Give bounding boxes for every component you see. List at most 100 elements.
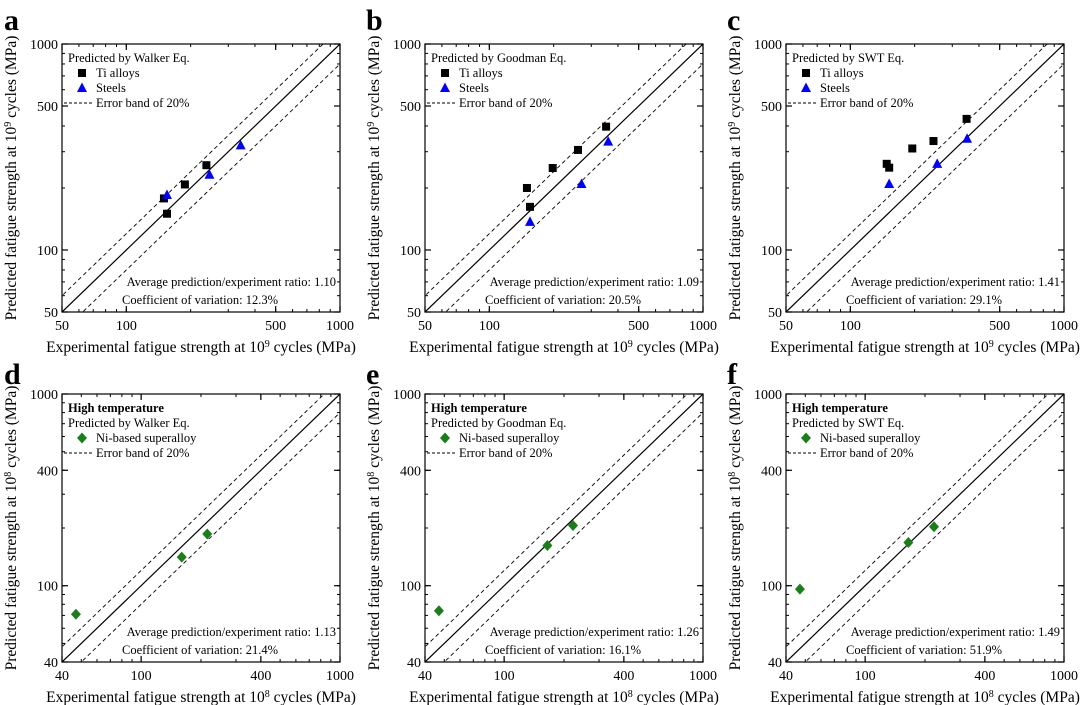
panel-f: f 40 100 400 1000 40 100 400 1000 Experimental fa… bbox=[727, 358, 1080, 705]
y-tick-label: 1000 bbox=[754, 388, 782, 403]
x-tick-label: 100 bbox=[494, 669, 515, 684]
identity-line bbox=[425, 394, 703, 662]
data-point bbox=[162, 209, 171, 218]
cv-annotation: Coefficient of variation: 21.4% bbox=[122, 643, 278, 657]
error-band-lower bbox=[804, 411, 1064, 662]
y-tick-label: 1000 bbox=[30, 38, 58, 53]
x-tick-label: 40 bbox=[55, 669, 69, 684]
x-tick-label: 100 bbox=[855, 669, 876, 684]
ratio-annotation: Average prediction/experiment ratio: 1.0… bbox=[490, 275, 699, 289]
y-tick-label: 500 bbox=[761, 100, 782, 115]
legend-subtitle: Predicted by Goodman Eq. bbox=[431, 416, 566, 430]
y-tick-label: 500 bbox=[37, 100, 58, 115]
legend-label: Error band of 20% bbox=[96, 96, 189, 110]
panel-b: b 50 100 500 1000 50 100 500 1000 Experimental fa… bbox=[366, 4, 719, 357]
y-tick-label: 400 bbox=[400, 464, 421, 479]
legend-label: Steels bbox=[459, 81, 489, 95]
legend: Predicted by Walker Eq.Ti alloysSteelsEr… bbox=[64, 51, 190, 110]
x-tick-label: 400 bbox=[250, 669, 271, 684]
plot-frame bbox=[424, 43, 704, 313]
legend-marker bbox=[802, 69, 810, 77]
x-axis-title: Experimental fatigue strength at 109 cyc… bbox=[46, 339, 356, 357]
x-axis-title: Experimental fatigue strength at 109 cyc… bbox=[770, 339, 1080, 357]
x-tick-label: 50 bbox=[418, 319, 432, 334]
x-tick-label: 40 bbox=[779, 669, 793, 684]
panel-letter: e bbox=[366, 358, 379, 391]
data-point bbox=[885, 163, 894, 172]
data-point bbox=[573, 145, 582, 154]
identity-line bbox=[62, 44, 340, 312]
series-ni-based-superalloy bbox=[433, 520, 579, 617]
panel-letter: c bbox=[727, 4, 740, 37]
y-axis-title: Predicted fatigue strength at 109 cycles… bbox=[366, 36, 384, 321]
error-band-lower bbox=[443, 411, 703, 662]
data-point bbox=[542, 540, 553, 552]
legend-title: Predicted by Walker Eq. bbox=[68, 51, 190, 65]
y-tick-label: 500 bbox=[400, 100, 421, 115]
y-tick-label: 100 bbox=[37, 580, 58, 595]
legend-label: Ti alloys bbox=[820, 66, 864, 80]
panel-letter: d bbox=[4, 358, 21, 391]
legend-label: Ni-based superalloy bbox=[459, 431, 560, 445]
data-point bbox=[180, 180, 189, 189]
panel-d: d 40 100 400 1000 40 100 400 1000 Experimental fa… bbox=[3, 358, 356, 705]
y-tick-label: 50 bbox=[768, 306, 782, 321]
error-band-upper bbox=[62, 394, 325, 648]
x-axis-title: Experimental fatigue strength at 109 cyc… bbox=[409, 339, 719, 357]
legend-label: Steels bbox=[96, 81, 126, 95]
y-tick-label: 100 bbox=[761, 244, 782, 259]
legend-label: Ni-based superalloy bbox=[96, 431, 197, 445]
panel-a: a 50 100 500 1000 50 100 500 1000 Experimental fa… bbox=[3, 4, 356, 357]
panel-letter: f bbox=[727, 358, 738, 391]
cv-annotation: Coefficient of variation: 20.5% bbox=[485, 293, 641, 307]
series-steels bbox=[161, 139, 246, 199]
y-tick-label: 1000 bbox=[393, 388, 421, 403]
reference-lines bbox=[425, 394, 703, 662]
legend-title: Predicted by Goodman Eq. bbox=[431, 51, 566, 65]
y-tick-label: 400 bbox=[761, 464, 782, 479]
legend-label: Ni-based superalloy bbox=[820, 431, 921, 445]
legend-title: Predicted by SWT Eq. bbox=[792, 51, 904, 65]
error-band-upper bbox=[425, 394, 688, 648]
data-point bbox=[525, 202, 534, 211]
data-point bbox=[602, 122, 611, 131]
data-point bbox=[884, 178, 895, 189]
data-point bbox=[929, 137, 938, 146]
data-point bbox=[962, 114, 971, 123]
identity-line bbox=[786, 44, 1064, 312]
data-point bbox=[603, 136, 614, 146]
cv-annotation: Coefficient of variation: 16.1% bbox=[485, 643, 641, 657]
reference-lines bbox=[62, 44, 340, 312]
y-tick-label: 100 bbox=[400, 580, 421, 595]
cv-annotation: Coefficient of variation: 29.1% bbox=[846, 293, 1002, 307]
y-tick-label: 1000 bbox=[754, 38, 782, 53]
y-tick-label: 50 bbox=[407, 306, 421, 321]
data-point bbox=[929, 521, 940, 533]
legend-label: Error band of 20% bbox=[820, 96, 913, 110]
error-band-lower bbox=[80, 411, 340, 662]
data-point bbox=[176, 551, 187, 563]
y-tick-label: 40 bbox=[44, 656, 58, 671]
data-point bbox=[568, 520, 579, 532]
legend-marker bbox=[801, 82, 811, 92]
x-tick-label: 100 bbox=[840, 319, 861, 334]
legend: Predicted by Goodman Eq.Ti alloysSteelsE… bbox=[427, 51, 566, 110]
data-point bbox=[433, 605, 444, 617]
y-tick-label: 1000 bbox=[30, 388, 58, 403]
x-tick-label: 1000 bbox=[689, 669, 717, 684]
x-tick-label: 500 bbox=[989, 319, 1010, 334]
plot-frame bbox=[61, 43, 341, 313]
y-tick-label: 1000 bbox=[393, 38, 421, 53]
legend-label: Ti alloys bbox=[459, 66, 503, 80]
x-tick-label: 50 bbox=[55, 319, 69, 334]
y-axis-title: Predicted fatigue strength at 108 cycles… bbox=[3, 386, 21, 671]
legend: Predicted by SWT Eq.Ti alloysSteelsError… bbox=[788, 51, 913, 110]
x-tick-label: 100 bbox=[479, 319, 500, 334]
x-tick-label: 1000 bbox=[326, 669, 354, 684]
cv-annotation: Coefficient of variation: 51.9% bbox=[846, 643, 1002, 657]
ratio-annotation: Average prediction/experiment ratio: 1.4… bbox=[851, 625, 1060, 639]
reference-lines bbox=[425, 44, 703, 312]
legend-subtitle: Predicted by SWT Eq. bbox=[792, 416, 904, 430]
